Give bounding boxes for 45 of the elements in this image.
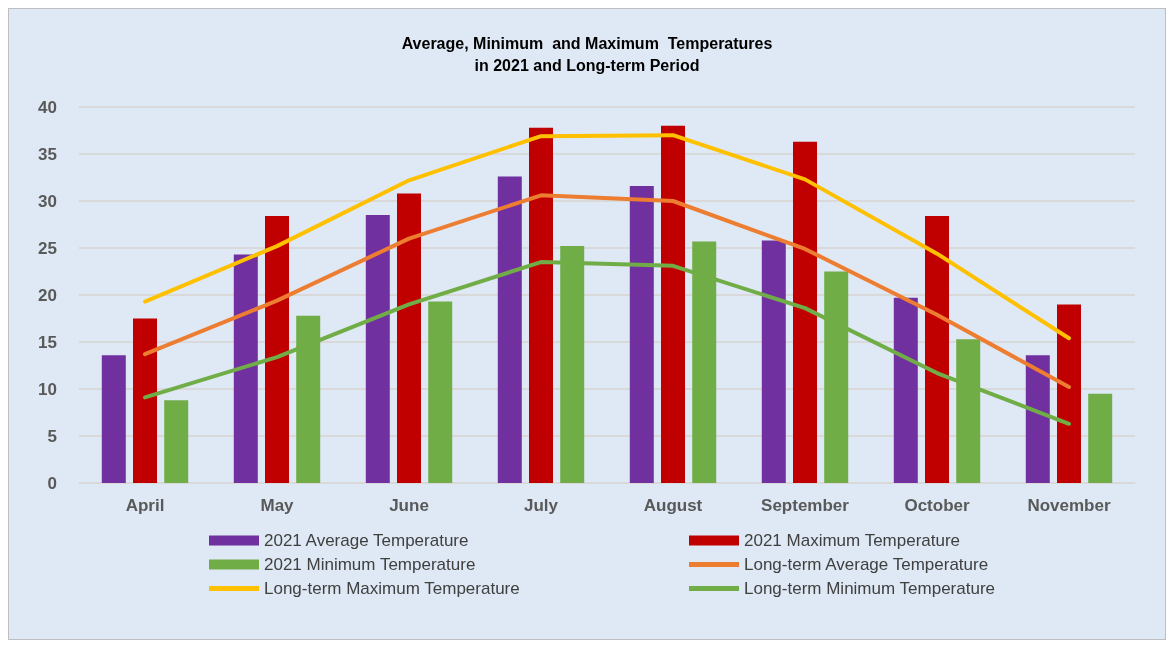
legend-label: Long-term Maximum Temperature [264,579,520,598]
bar [164,400,189,483]
x-tick-label: November [1027,496,1111,515]
legend-label: 2021 Minimum Temperature [264,555,476,574]
bar [133,318,157,483]
bar [101,355,126,483]
bar [661,125,685,483]
legend-label: 2021 Maximum Temperature [744,531,961,550]
y-tick-label: 0 [47,473,57,493]
legend-label: Long-term Average Temperature [744,555,989,574]
x-tick-label: May [260,496,295,515]
line-series [143,193,1071,390]
x-tick-label: June [389,496,429,515]
bar [497,176,522,483]
legend-label: 2021 Average Temperature [264,531,469,550]
bar [365,215,390,483]
y-tick-label: 15 [38,332,57,352]
line-series [143,133,1071,341]
legend-label: Long-term Minimum Temperature [744,579,995,598]
y-tick-label: 5 [47,426,57,446]
y-tick-label: 30 [38,191,57,211]
y-tick-label: 25 [38,238,57,258]
bar [428,301,453,483]
bar [1057,304,1081,483]
x-tick-label: October [904,496,970,515]
bar [925,216,949,483]
y-tick-label: 20 [38,285,57,305]
y-tick-label: 10 [38,379,57,399]
bar [1025,355,1050,483]
bar [893,297,918,483]
bar [233,254,258,483]
bar [529,127,553,483]
bar [1088,393,1113,483]
bar [761,240,786,483]
y-tick-label: 35 [38,144,57,164]
x-tick-label: April [125,496,165,515]
bar [265,216,289,483]
y-tick-label: 40 [38,97,57,117]
bar [397,193,421,483]
x-tick-label: July [523,496,559,515]
bar [793,141,817,483]
x-tick-label: August [643,496,703,515]
chart-title: Average, Minimum and Maximum Temperatures in 2021 and Long-term Period [401,34,773,74]
x-tick-label: September [761,496,850,515]
bar [629,185,654,483]
